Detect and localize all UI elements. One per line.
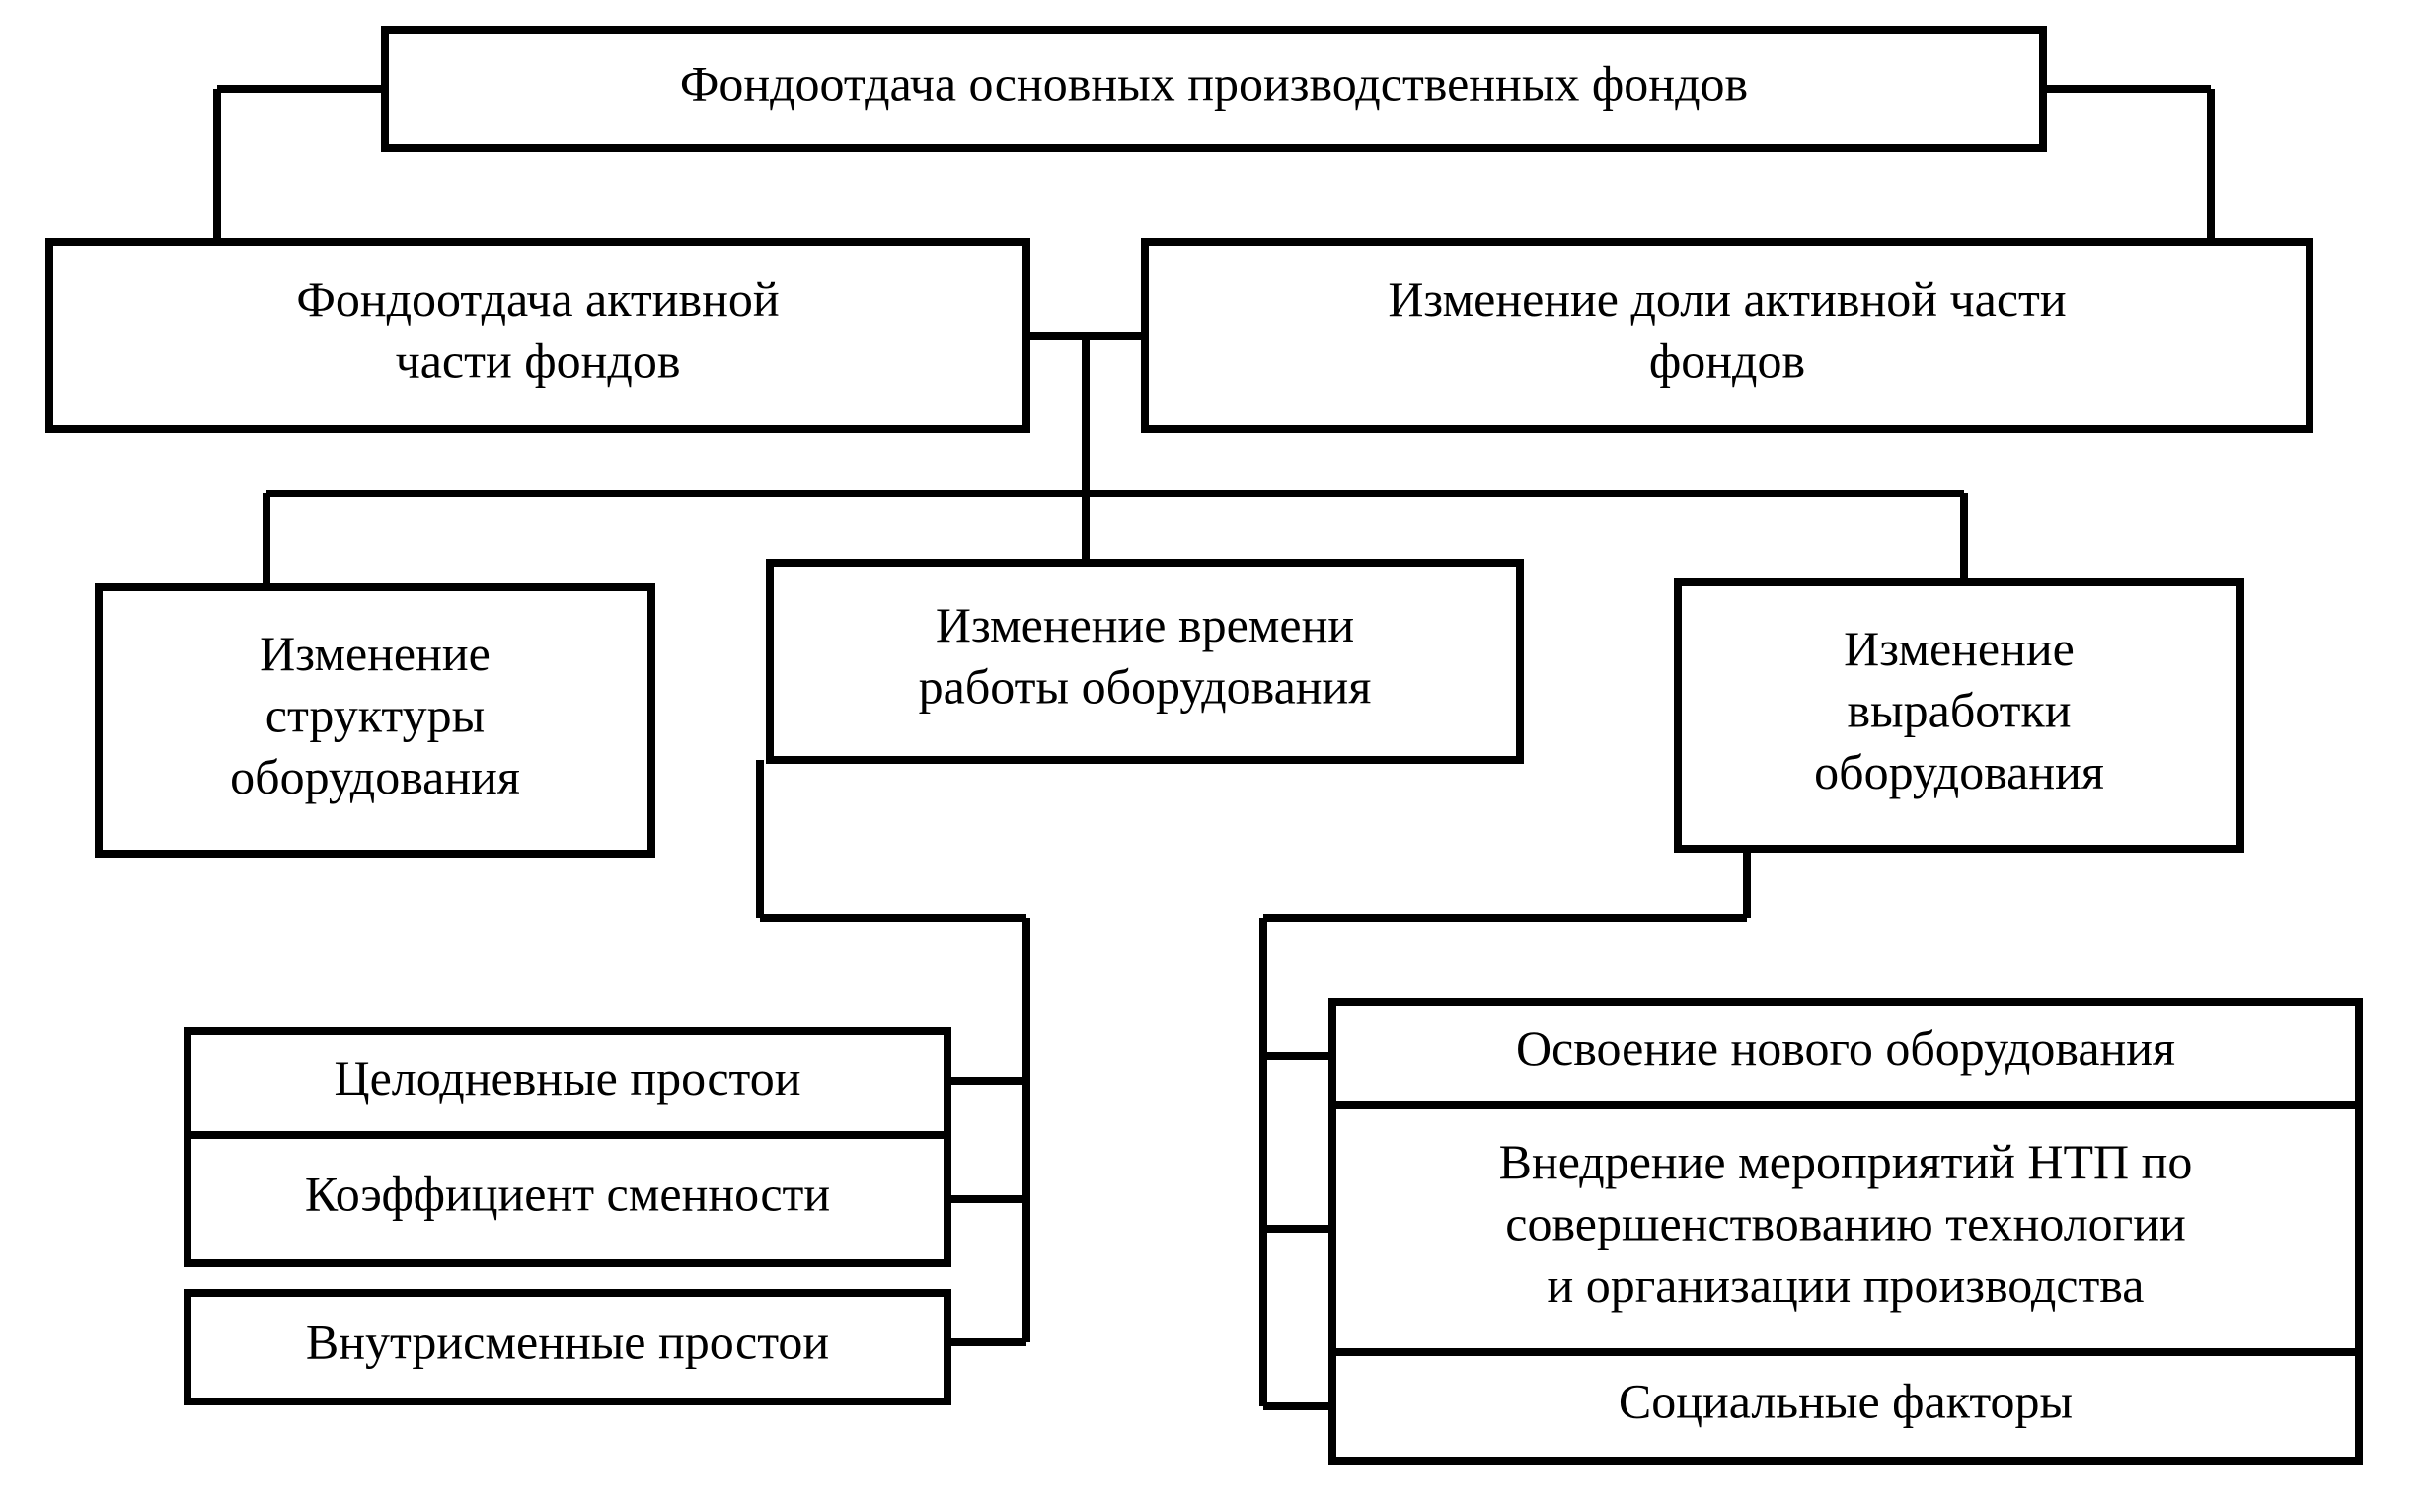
node-label-n4b-line0: Коэффициент сменности: [305, 1166, 830, 1221]
node-n4b: Коэффициент сменности: [188, 1135, 947, 1263]
node-label-n3c-line2: оборудования: [1814, 744, 2104, 799]
node-label-n2-line0: Изменение доли активной части: [1388, 271, 2066, 327]
node-label-n3c-line0: Изменение: [1844, 621, 2075, 676]
node-label-n3b-line0: Изменение времени: [936, 597, 1354, 652]
node-n4a: Целодневные простои: [188, 1031, 947, 1135]
node-label-n5c-line0: Социальные факторы: [1619, 1373, 2073, 1428]
diagram-canvas: Фондоотдача основных производственных фо…: [0, 0, 2421, 1512]
node-root: Фондоотдача основных производственных фо…: [385, 30, 2043, 148]
node-label-n1-line0: Фондоотдача активной: [296, 271, 779, 327]
node-label-n4a-line0: Целодневные простои: [335, 1050, 801, 1105]
node-label-n5b-line1: совершенствованию технологии: [1505, 1195, 2185, 1250]
node-label-n5b-line2: и организации производства: [1548, 1257, 2145, 1313]
node-label-n5a-line0: Освоение нового оборудования: [1516, 1021, 2175, 1076]
node-label-n3a-line1: структуры: [265, 687, 485, 742]
node-label-root-line0: Фондоотдача основных производственных фо…: [680, 55, 1748, 111]
node-label-n2-line1: фондов: [1649, 334, 1805, 389]
node-label-n3c-line1: выработки: [1847, 682, 2071, 737]
node-label-n3a-line0: Изменение: [260, 626, 491, 681]
node-label-n5b-line0: Внедрение мероприятий НТП по: [1499, 1134, 2193, 1189]
node-n1: Фондоотдача активной части фондов: [49, 242, 1026, 429]
node-label-n3a-line2: оборудования: [230, 749, 520, 804]
node-label-n3b-line1: работы оборудования: [919, 659, 1372, 715]
node-n5c: Социальные факторы: [1332, 1352, 2359, 1461]
node-label-n4c-line0: Внутрисменные простои: [306, 1314, 829, 1369]
node-n3c: Изменение выработки оборудования: [1678, 582, 2240, 849]
node-label-n1-line1: части фондов: [396, 334, 681, 389]
node-n3a: Изменение структуры оборудования: [99, 587, 651, 854]
node-n3b: Изменение времени работы оборудования: [770, 563, 1520, 760]
node-n4c: Внутрисменные простои: [188, 1293, 947, 1401]
node-n2: Изменение доли активной части фондов: [1145, 242, 2309, 429]
node-n5a: Освоение нового оборудования: [1332, 1002, 2359, 1105]
node-n5b: Внедрение мероприятий НТП по совершенство…: [1332, 1105, 2359, 1352]
